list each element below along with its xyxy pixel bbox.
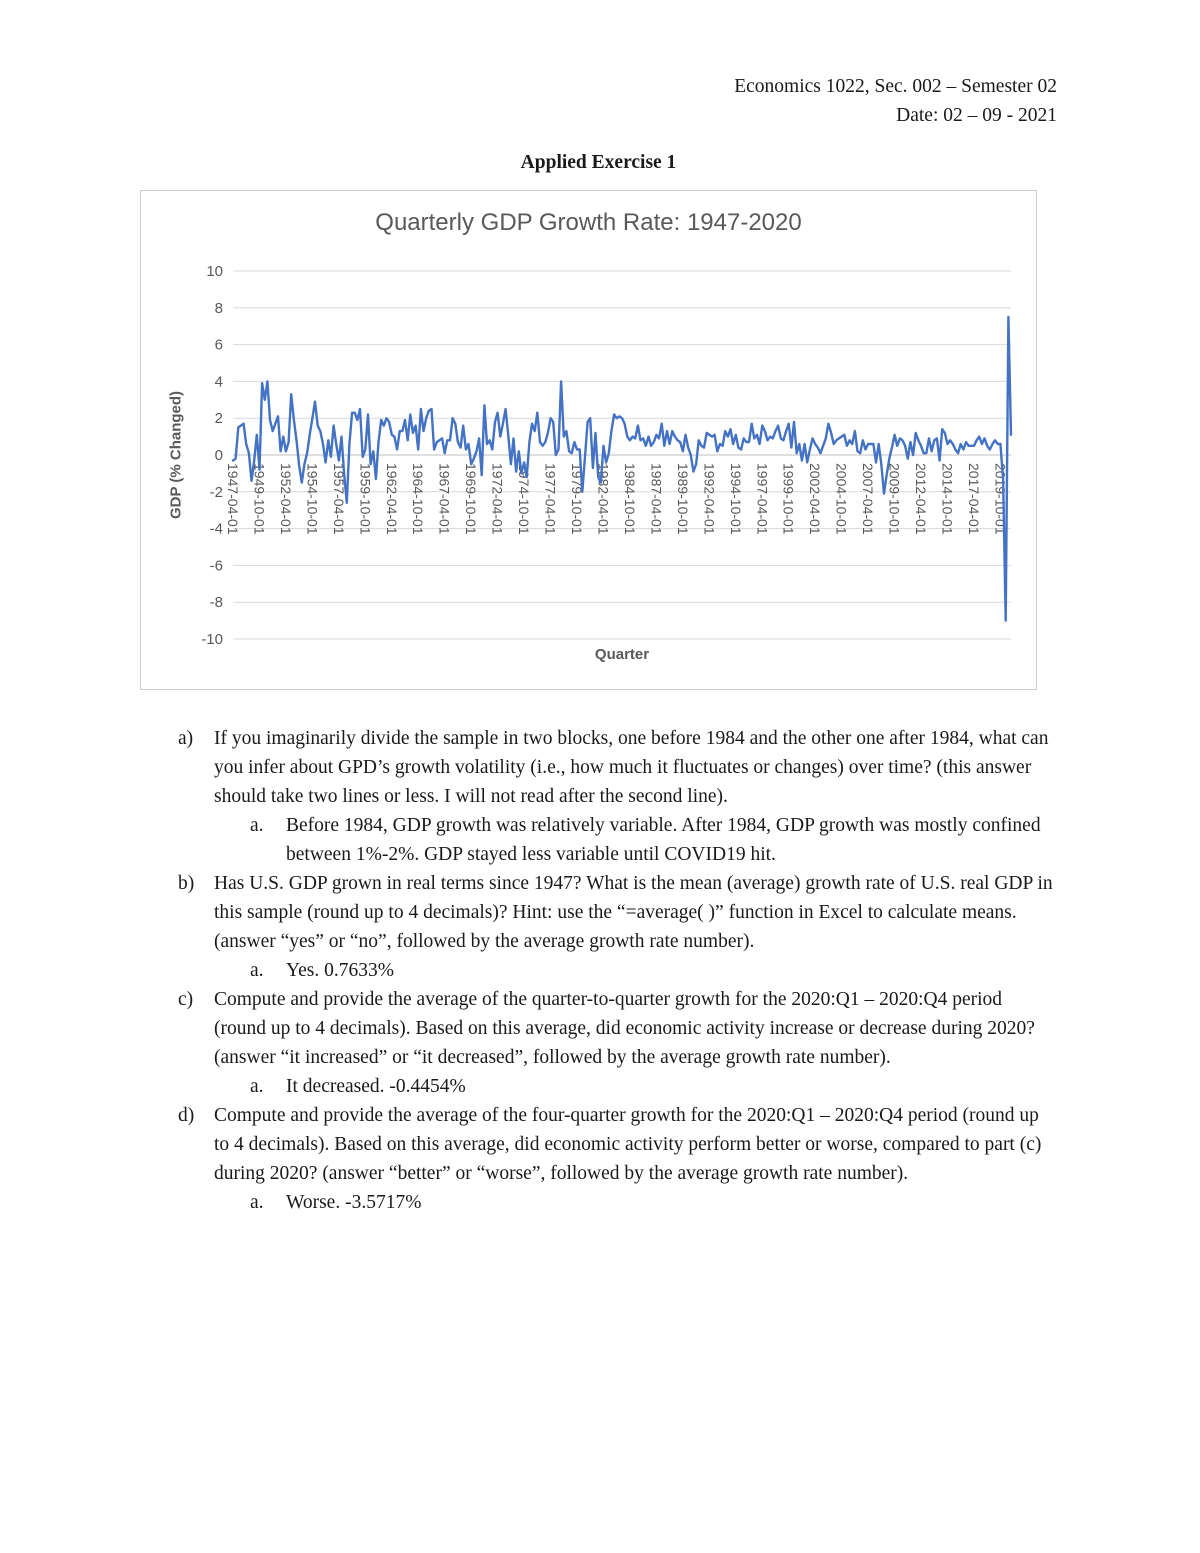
svg-text:2009-10-01: 2009-10-01 [887,463,903,535]
document-header: Economics 1022, Sec. 002 – Semester 02 D… [140,72,1057,130]
question-a: a) If you imaginarily divide the sample … [140,724,1057,869]
svg-text:1987-04-01: 1987-04-01 [648,463,664,535]
question-text: Has U.S. GDP grown in real terms since 1… [214,873,1053,952]
question-c: c) Compute and provide the average of th… [140,985,1057,1101]
svg-text:2004-10-01: 2004-10-01 [834,463,850,535]
answer-text: It decreased. -0.4454% [286,1076,466,1097]
course-line: Economics 1022, Sec. 002 – Semester 02 [734,76,1057,97]
question-marker: d) [178,1105,195,1126]
page-title: Applied Exercise 1 [520,152,677,173]
questions-list: a) If you imaginarily divide the sample … [140,724,1057,1217]
answer-text: Before 1984, GDP growth was relatively v… [286,815,1041,865]
svg-text:1994-10-01: 1994-10-01 [728,463,744,535]
answer-text: Yes. 0.7633% [286,960,394,981]
answer-marker: a. [250,960,264,981]
svg-text:-6: -6 [210,557,223,574]
svg-text:1949-10-01: 1949-10-01 [252,463,268,535]
question-d: d) Compute and provide the average of th… [140,1101,1057,1217]
svg-text:2014-10-01: 2014-10-01 [940,463,956,535]
answer-text: Worse. -3.5717% [286,1192,422,1213]
svg-text:-4: -4 [210,521,223,538]
svg-text:0: 0 [215,447,223,464]
svg-text:1969-10-01: 1969-10-01 [463,463,479,535]
chart-plot-area: -10 -8 -6 -4 -2 0 2 4 6 8 10 1947-04-01 1949-10-01 19… [201,263,1013,648]
svg-text:1984-10-01: 1984-10-01 [622,463,638,535]
svg-text:1959-10-01: 1959-10-01 [357,463,373,535]
answer-marker: a. [250,1192,264,1213]
svg-text:-2: -2 [210,484,223,501]
gdp-chart: -10 -8 -6 -4 -2 0 2 4 6 8 10 1947-04-01 1949-10-01 19… [140,190,1037,690]
svg-text:4: 4 [215,373,223,390]
question-marker: a) [178,728,194,749]
svg-text:2007-04-01: 2007-04-01 [860,463,876,535]
chart-title: Quarterly GDP Growth Rate: 1947-2020 [375,209,802,236]
svg-text:1989-10-01: 1989-10-01 [675,463,691,535]
document-page: Economics 1022, Sec. 002 – Semester 02 D… [140,72,1057,1217]
question-marker: b) [178,873,195,894]
svg-text:2002-04-01: 2002-04-01 [807,463,823,535]
svg-text:1992-04-01: 1992-04-01 [701,463,717,535]
y-axis-title: GDP (% Changed) [167,390,185,520]
svg-text:2012-04-01: 2012-04-01 [913,463,929,535]
svg-text:1967-04-01: 1967-04-01 [437,463,453,535]
svg-text:1999-10-01: 1999-10-01 [781,463,797,535]
svg-text:1962-04-01: 1962-04-01 [384,463,400,535]
svg-text:1974-10-01: 1974-10-01 [516,463,532,535]
svg-text:-8: -8 [210,594,223,611]
svg-text:-10: -10 [201,631,223,648]
question-text: If you imaginarily divide the sample in … [214,728,1049,807]
question-b: b) Has U.S. GDP grown in real terms sinc… [140,869,1057,985]
svg-text:1957-04-01: 1957-04-01 [331,463,347,535]
question-text: Compute and provide the average of the f… [214,1105,1042,1184]
svg-text:1977-04-01: 1977-04-01 [543,463,559,535]
date-line: Date: 02 – 09 - 2021 [896,105,1057,126]
svg-text:8: 8 [215,300,223,317]
svg-text:2: 2 [215,410,223,427]
question-text: Compute and provide the average of the q… [214,989,1035,1068]
svg-text:1954-10-01: 1954-10-01 [304,463,320,535]
question-marker: c) [178,989,194,1010]
svg-text:1952-04-01: 1952-04-01 [278,463,294,535]
svg-text:1964-10-01: 1964-10-01 [410,463,426,535]
x-axis-title: Quarter [594,646,650,663]
svg-text:1997-04-01: 1997-04-01 [754,463,770,535]
answer-marker: a. [250,815,264,836]
svg-text:2017-04-01: 2017-04-01 [966,463,982,535]
svg-text:1947-04-01: 1947-04-01 [225,463,241,535]
answer-marker: a. [250,1076,264,1097]
svg-text:6: 6 [215,337,223,354]
svg-text:10: 10 [206,263,223,280]
svg-text:1972-04-01: 1972-04-01 [490,463,506,535]
